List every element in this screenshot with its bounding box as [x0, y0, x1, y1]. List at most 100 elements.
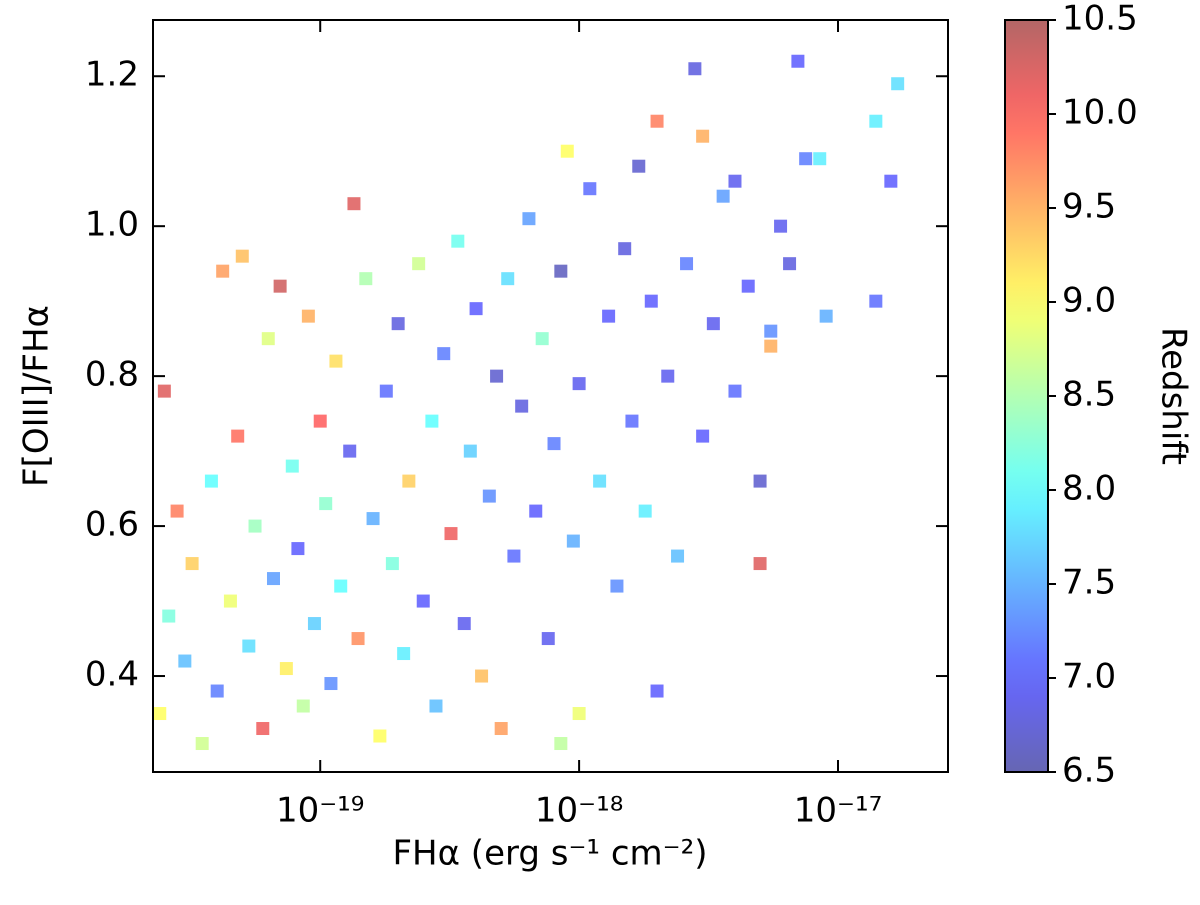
- y-tick-label: 0.6: [85, 505, 139, 545]
- colorbar-tick-label: 8.5: [1062, 375, 1116, 415]
- point: [494, 722, 508, 736]
- point: [799, 152, 813, 166]
- point: [324, 677, 338, 691]
- point: [602, 309, 616, 323]
- point: [223, 594, 237, 608]
- point: [774, 219, 788, 233]
- point: [235, 249, 249, 263]
- y-tick-label: 0.8: [85, 355, 139, 395]
- point: [416, 594, 430, 608]
- point: [170, 504, 184, 518]
- y-tick-label: 1.0: [85, 205, 139, 245]
- point: [475, 669, 489, 683]
- point: [296, 699, 310, 713]
- point: [688, 62, 702, 76]
- point: [153, 707, 167, 721]
- point: [753, 474, 767, 488]
- point: [373, 729, 387, 743]
- point: [764, 324, 778, 338]
- colorbar-tick-label: 10.5: [1062, 0, 1138, 39]
- colorbar-tick-label: 8.0: [1062, 469, 1116, 509]
- point: [783, 257, 797, 271]
- point: [482, 489, 496, 503]
- point: [379, 384, 393, 398]
- point: [210, 684, 224, 698]
- y-tick-label: 1.2: [85, 55, 139, 95]
- point: [618, 242, 632, 256]
- colorbar-tick-label: 7.5: [1062, 563, 1116, 603]
- point: [696, 429, 710, 443]
- point: [343, 444, 357, 458]
- point: [507, 549, 521, 563]
- point: [285, 459, 299, 473]
- point: [560, 144, 574, 158]
- point: [535, 332, 549, 346]
- point: [671, 549, 685, 563]
- x-tick-label: 10⁻¹⁷: [794, 791, 882, 831]
- x-tick-label: 10⁻¹⁸: [535, 791, 623, 831]
- point: [566, 534, 580, 548]
- point: [764, 339, 778, 353]
- point: [329, 354, 343, 368]
- point: [157, 384, 171, 398]
- point: [437, 347, 451, 361]
- x-tick-label: 10⁻¹⁹: [276, 791, 364, 831]
- point: [248, 519, 262, 533]
- point: [728, 384, 742, 398]
- point: [490, 369, 504, 383]
- point: [572, 377, 586, 391]
- point: [429, 699, 443, 713]
- point: [583, 182, 597, 196]
- point: [891, 77, 905, 91]
- point: [279, 662, 293, 676]
- point: [444, 527, 458, 541]
- point: [515, 399, 529, 413]
- point: [402, 474, 416, 488]
- point: [162, 609, 176, 623]
- point: [451, 234, 465, 248]
- point: [884, 174, 898, 188]
- point: [593, 474, 607, 488]
- point: [522, 212, 536, 226]
- point: [301, 309, 315, 323]
- point: [791, 54, 805, 68]
- point: [706, 317, 720, 331]
- point: [741, 279, 755, 293]
- point: [385, 557, 399, 571]
- point: [529, 504, 543, 518]
- y-tick-label: 0.4: [85, 655, 139, 695]
- point: [644, 294, 658, 308]
- point: [231, 429, 245, 443]
- point: [334, 579, 348, 593]
- colorbar-label: Redshift: [1154, 327, 1194, 465]
- colorbar-tick-label: 9.5: [1062, 187, 1116, 227]
- point: [307, 617, 321, 631]
- point: [204, 474, 218, 488]
- point: [541, 632, 555, 646]
- point: [632, 159, 646, 173]
- colorbar-tick-label: 10.0: [1062, 93, 1138, 133]
- point: [661, 369, 675, 383]
- point: [728, 174, 742, 188]
- point: [425, 414, 439, 428]
- point: [819, 309, 833, 323]
- point: [696, 129, 710, 143]
- point: [313, 414, 327, 428]
- point: [650, 114, 664, 128]
- point: [813, 152, 827, 166]
- point: [469, 302, 483, 316]
- point: [547, 437, 561, 451]
- point: [554, 737, 568, 751]
- point: [366, 512, 380, 526]
- colorbar-tick-label: 6.5: [1062, 751, 1116, 791]
- point: [291, 542, 305, 556]
- point: [391, 317, 405, 331]
- point: [463, 444, 477, 458]
- point: [351, 632, 365, 646]
- point: [625, 414, 639, 428]
- point: [680, 257, 694, 271]
- point: [359, 272, 373, 286]
- colorbar-tick-label: 9.0: [1062, 281, 1116, 321]
